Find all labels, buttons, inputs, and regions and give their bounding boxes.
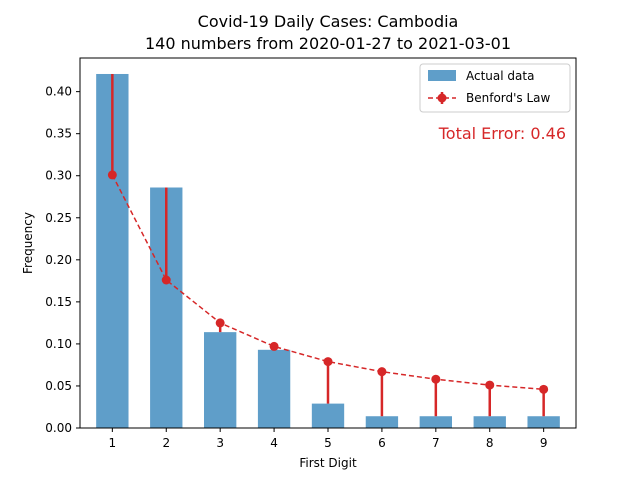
legend-label-actual: Actual data xyxy=(466,69,534,83)
x-tick-label-4: 4 xyxy=(270,436,278,450)
benford-point-digit-8 xyxy=(485,380,495,390)
legend-label-benford: Benford's Law xyxy=(466,91,551,105)
bar-digit-6 xyxy=(365,416,399,428)
bar-digit-8 xyxy=(473,416,506,428)
y-tick-label-8: 0.40 xyxy=(45,85,72,99)
x-tick-label-5: 5 xyxy=(324,436,332,450)
benford-point-digit-5 xyxy=(323,357,333,367)
benford-point-digit-6 xyxy=(377,367,387,377)
legend-frame xyxy=(419,63,571,113)
y-tick-label-7: 0.35 xyxy=(45,127,72,141)
plot-area: 1 2 3 4 5 6 7 8 9 0.00 0.05 0.10 0.15 0.20 0.25 0.30 0.3… xyxy=(45,73,560,450)
x-tick-label-1: 1 xyxy=(109,436,117,450)
legend: Actual data Benford's Law xyxy=(419,63,571,113)
y-tick-label-5: 0.25 xyxy=(45,211,72,225)
benford-point-digit-1 xyxy=(107,170,117,180)
y-tick-label-4: 0.20 xyxy=(45,253,72,267)
x-tick-label-8: 8 xyxy=(486,436,494,450)
y-tick-label-1: 0.05 xyxy=(45,379,72,393)
y-tick-label-0: 0.00 xyxy=(45,421,72,435)
benford-point-digit-4 xyxy=(269,341,279,351)
total-error-annotation: Total Error: 0.46 xyxy=(438,124,566,143)
y-axis-label: Frequency xyxy=(21,212,35,274)
x-axis-label: First Digit xyxy=(299,456,357,470)
axes-frame xyxy=(79,57,577,429)
x-tick-label-3: 3 xyxy=(216,436,224,450)
y-tick-label-3: 0.15 xyxy=(45,295,72,309)
benford-point-digit-2 xyxy=(161,275,171,285)
benford-point-digit-3 xyxy=(215,318,225,328)
bar-digit-9 xyxy=(527,416,560,428)
bar-digit-7 xyxy=(419,416,452,428)
y-tick-label-2: 0.10 xyxy=(45,337,72,351)
x-tick-label-2: 2 xyxy=(162,436,170,450)
chart-title-line2: 140 numbers from 2020-01-27 to 2021-03-0… xyxy=(145,34,511,53)
x-tick-label-7: 7 xyxy=(432,436,440,450)
benford-point-digit-9 xyxy=(539,384,549,394)
legend-marker-swatch xyxy=(437,93,447,103)
bar-digit-3 xyxy=(204,332,237,428)
x-tick-label-6: 6 xyxy=(378,436,386,450)
chart-title-line1: Covid-19 Daily Cases: Cambodia xyxy=(198,12,459,31)
benford-point-digit-7 xyxy=(431,374,441,384)
y-tick-label-6: 0.30 xyxy=(45,169,72,183)
legend-bar-swatch xyxy=(428,70,456,81)
x-tick-label-9: 9 xyxy=(540,436,548,450)
bar-digit-4 xyxy=(257,349,291,428)
bar-digit-5 xyxy=(311,403,345,428)
